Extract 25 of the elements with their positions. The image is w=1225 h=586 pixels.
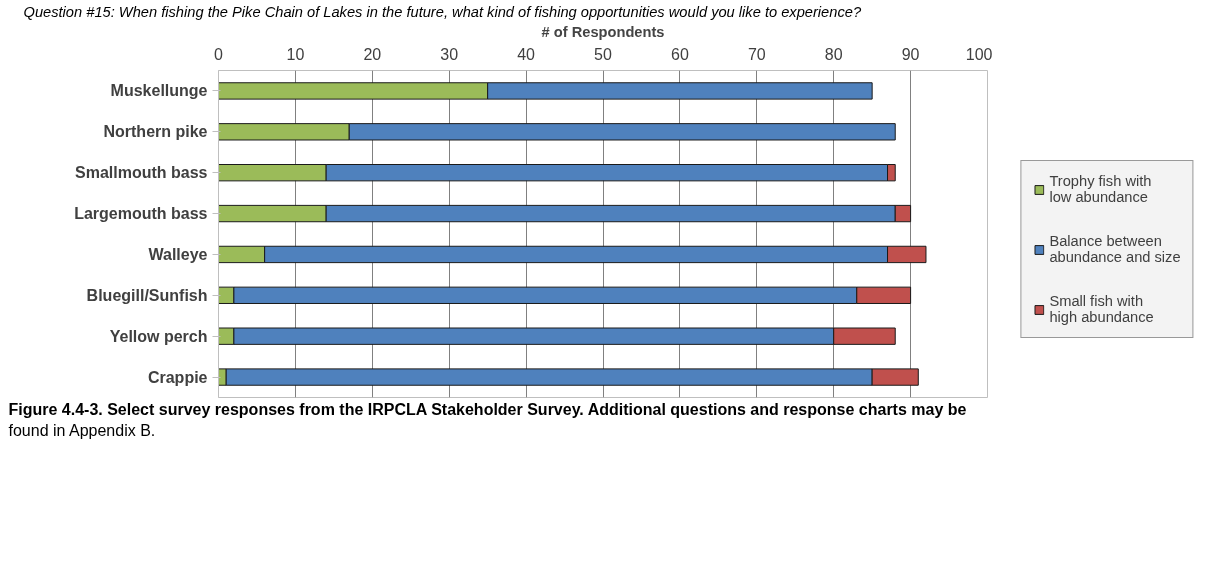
x-tick-label: 40	[517, 45, 536, 63]
legend-label: Balance between abundance and size	[1049, 233, 1181, 265]
x-tick-label: 50	[594, 45, 612, 63]
x-tick-label: 20	[363, 45, 382, 63]
x-axis-title: # of Respondents	[541, 23, 665, 40]
y-tick-label: Bluegill/Sunfish	[86, 286, 208, 304]
legend-label: Small fish with high abundance	[1049, 293, 1154, 325]
x-tick-label: 30	[440, 45, 459, 63]
y-tick-label: Crappie	[147, 368, 208, 386]
y-tick-label: Smallmouth bass	[75, 164, 208, 182]
x-tick-label: 90	[901, 45, 920, 63]
x-tick-label: 70	[747, 45, 766, 63]
y-tick-label: Largemouth bass	[74, 205, 208, 223]
y-tick-label: Yellow perch	[109, 327, 208, 345]
x-tick-label: 80	[824, 45, 843, 63]
caption: Figure 4.4-3. Select survey responses from the IRPCLA Stakeholder Survey. Additional questions and response charts may be found in Appendix B.	[8, 400, 967, 439]
y-tick-label: Northern pike	[103, 123, 208, 141]
y-tick-label: Muskellunge	[110, 82, 208, 100]
x-tick-label: 0	[214, 45, 224, 63]
x-tick-label: 60	[671, 45, 689, 63]
legend-label: Trophy fish with low abundance	[1049, 173, 1152, 205]
x-tick-label: 10	[286, 45, 305, 63]
x-tick-label: 100	[965, 45, 993, 63]
chart-title: Question #15: When fishing the Pike Chain of Lakes in the future, what kind of fishing opportunities would you like to experience?	[23, 3, 862, 20]
y-tick-label: Walleye	[148, 245, 208, 263]
